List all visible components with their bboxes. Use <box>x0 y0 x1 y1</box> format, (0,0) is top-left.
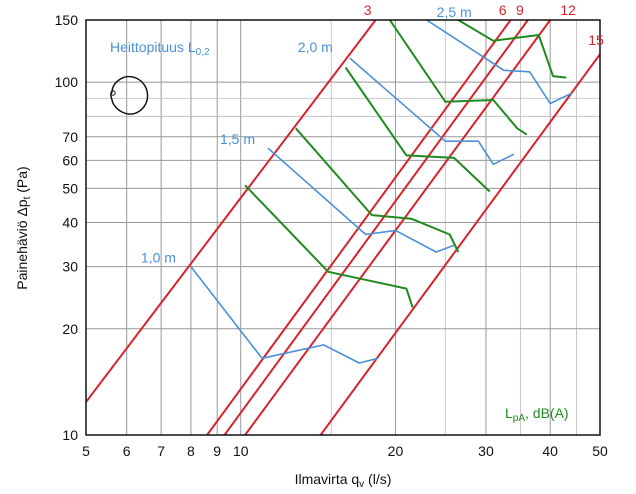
throw-line-2 <box>267 147 455 253</box>
series-labels: 3 6 9 12 15 1,0 m 1,5 m 2,0 m 2,5 m <box>141 2 604 266</box>
data-layer <box>86 20 600 435</box>
y-tick-label: 100 <box>55 74 79 90</box>
y-tick-label: 30 <box>62 259 78 275</box>
y-tick-label: 40 <box>62 215 78 231</box>
x-tick-label: 10 <box>233 443 249 459</box>
pressure-ratio-line-12 <box>244 20 552 435</box>
y-tick-label: 50 <box>62 180 78 196</box>
pressure-ratio-line-3 <box>86 20 377 403</box>
x-tick-label: 7 <box>157 443 165 459</box>
sound-line-2 <box>295 127 460 253</box>
cardioid-pattern-icon <box>110 75 149 115</box>
x-tick-label: 8 <box>187 443 195 459</box>
x-tick-label: 6 <box>123 443 131 459</box>
throw-legend-title: Heittopituus L0,2 <box>110 39 210 58</box>
pressure-ratio-label: 6 <box>499 2 507 18</box>
x-tick-label: 5 <box>82 443 90 459</box>
x-tick-label: 30 <box>478 443 494 459</box>
plot-frame <box>85 19 601 436</box>
pressure-ratio-label: 3 <box>364 2 372 18</box>
pressure-ratio-line-15 <box>319 53 600 435</box>
y-tick-label: 20 <box>62 321 78 337</box>
x-tick-label: 20 <box>388 443 404 459</box>
y-tick-label: 10 <box>62 427 78 443</box>
throw-length-label: 2,5 m <box>437 4 472 20</box>
throw-length-label: 2,0 m <box>298 39 333 55</box>
x-tick-label: 40 <box>542 443 558 459</box>
pressure-ratio-label: 12 <box>560 2 576 18</box>
x-tick-label: 50 <box>592 443 608 459</box>
sound-line-4 <box>388 20 528 136</box>
sound-line-3 <box>344 66 491 193</box>
pressure-ratio-label: 9 <box>516 2 524 18</box>
y-axis-title: Painehäviö Δpt (Pa) <box>14 166 33 289</box>
throw-length-label: 1,0 m <box>141 250 176 266</box>
y-tick-label: 60 <box>62 152 78 168</box>
x-axis-title: Ilmavirta qv (l/s) <box>295 471 392 490</box>
y-tick-label: 70 <box>62 129 78 145</box>
x-tick-label: 9 <box>213 443 221 459</box>
pressure-ratio-line-9 <box>223 20 529 435</box>
sound-legend: LpA, dB(A) <box>505 405 569 424</box>
throw-line-1 <box>190 266 379 364</box>
sound-line-1 <box>244 184 414 308</box>
grid <box>86 20 600 435</box>
sound-line-5 <box>457 20 567 79</box>
throw-length-label: 1,5 m <box>220 131 255 147</box>
throw-line-4 <box>426 20 572 105</box>
throw-line-3 <box>349 57 515 166</box>
pressure-ratio-label: 15 <box>588 32 604 48</box>
y-tick-label: 150 <box>55 12 79 28</box>
tick-labels: 5 6 7 8 9 10 20 30 40 50 10 20 30 40 50 60 70 100 150 <box>55 12 608 459</box>
